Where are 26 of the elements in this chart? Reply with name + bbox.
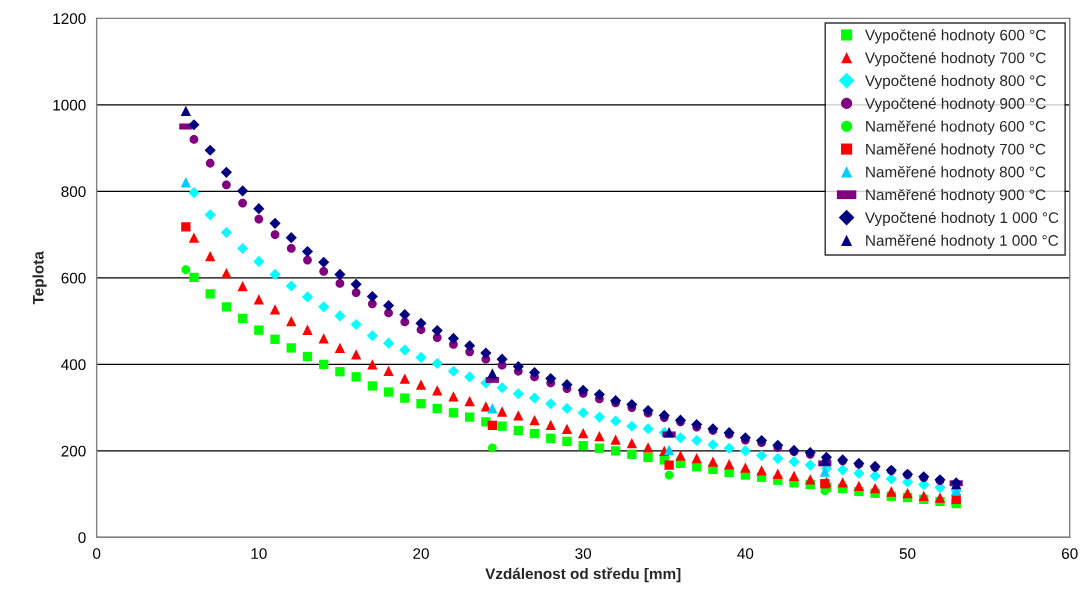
y-axis-title: Teplota xyxy=(32,251,47,305)
x-tick-label: 50 xyxy=(899,548,916,559)
legend-label: Naměřené hodnoty 800 °C xyxy=(866,166,1046,181)
legend-label: Naměřené hodnoty 700 °C xyxy=(866,143,1046,158)
legend-label: Naměřené hodnoty 1 000 °C xyxy=(866,234,1059,249)
x-tick-label: 30 xyxy=(575,548,592,559)
x-tick-label: 60 xyxy=(1061,548,1078,559)
legend-label: Naměřené hodnoty 900 °C xyxy=(866,188,1046,204)
x-tick-label: 20 xyxy=(413,548,429,559)
y-tick-label: 800 xyxy=(61,186,86,198)
y-tick-label: 0 xyxy=(78,532,86,544)
x-tick-label: 10 xyxy=(251,548,267,559)
legend-label: Vypočtené hodnoty 700 °C xyxy=(865,51,1046,67)
legend-label: Vypočtené hodnoty 1 000 °C xyxy=(865,211,1059,227)
legend-label: Vypočtené hodnoty 600 °C xyxy=(865,29,1046,44)
legend-label: Naměřené hodnoty 600 °C xyxy=(866,120,1046,135)
legend-label: Vypočtené hodnoty 800 °C xyxy=(865,74,1046,90)
y-tick-label: 600 xyxy=(61,272,86,284)
x-tick-label: 0 xyxy=(93,548,101,559)
x-axis-title: Vzdálenost od středu [mm] xyxy=(485,567,681,583)
x-tick-label: 40 xyxy=(737,548,754,559)
y-tick-label: 1200 xyxy=(53,13,86,25)
y-tick-label: 1000 xyxy=(53,99,86,111)
y-tick-label: 200 xyxy=(61,445,86,457)
y-tick-label: 400 xyxy=(61,359,86,371)
legend-label: Vypočtené hodnoty 900 °C xyxy=(865,97,1046,112)
